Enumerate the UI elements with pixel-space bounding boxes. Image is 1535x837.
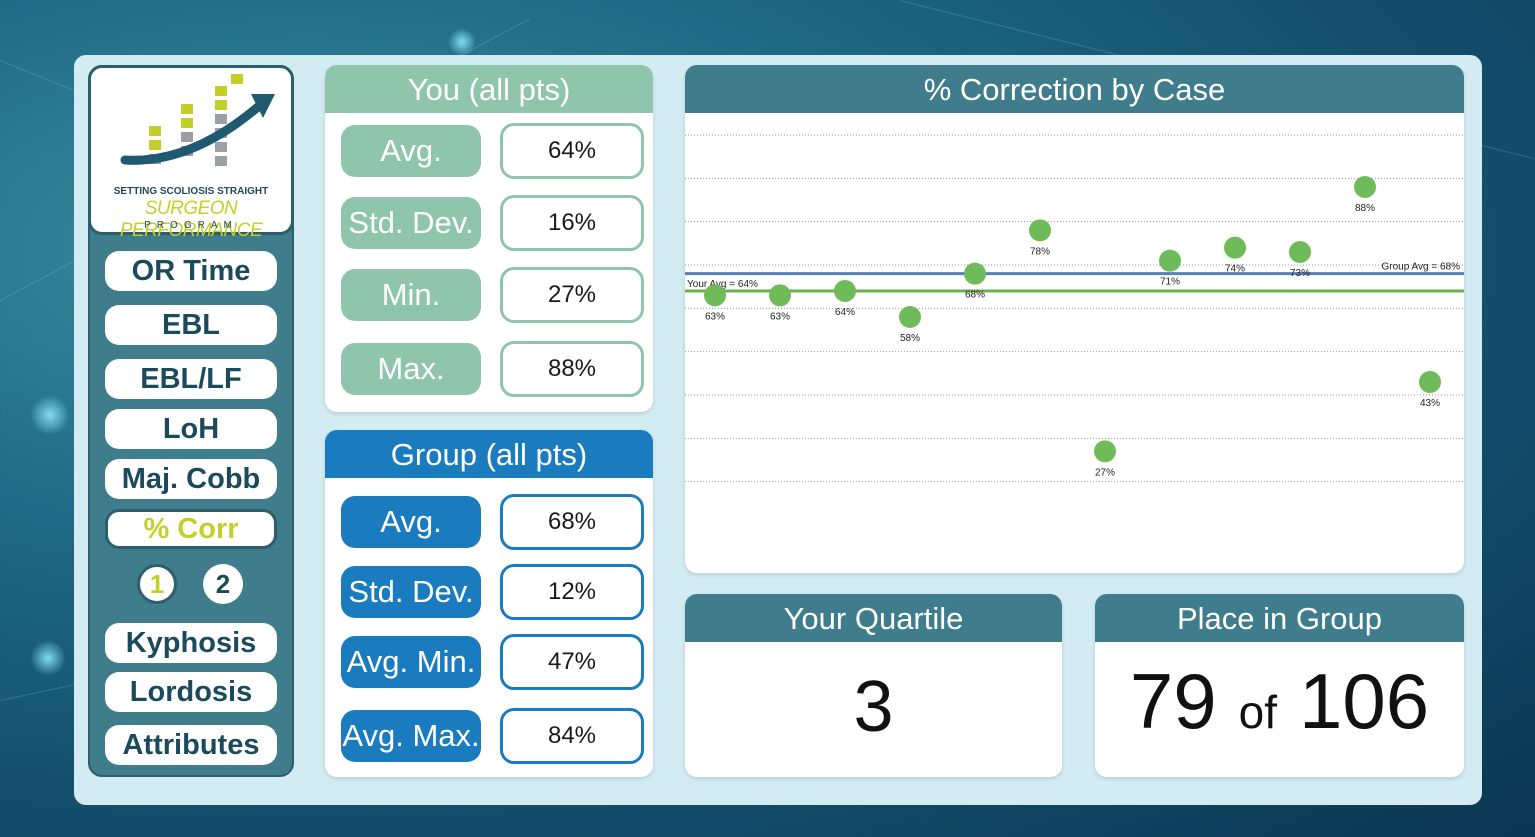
quartile-title: Your Quartile bbox=[685, 594, 1062, 642]
logo-title: SURGEON PERFORMANCE bbox=[119, 198, 263, 241]
chart-data-label: 68% bbox=[965, 290, 985, 301]
group-avg-min-value: 47% bbox=[500, 634, 644, 690]
program-logo: SETTING SCOLIOSIS STRAIGHT SURGEON PERFO… bbox=[88, 65, 294, 241]
quartile-card: Your Quartile 3 bbox=[685, 594, 1062, 777]
nav-loh-button[interactable]: LoH bbox=[105, 409, 277, 449]
chart-data-label: 43% bbox=[1420, 398, 1440, 409]
place-of-label: of bbox=[1238, 686, 1277, 738]
chart-data-point bbox=[704, 284, 726, 307]
chart-data-label: 58% bbox=[900, 333, 920, 344]
chart-data-point bbox=[1224, 236, 1246, 259]
chart-data-point bbox=[899, 306, 921, 328]
chart-data-label: 63% bbox=[770, 311, 790, 322]
chart-data-point bbox=[1159, 249, 1181, 272]
group-avg-min-label: Avg. Min. bbox=[341, 636, 481, 688]
chart-data-label: 71% bbox=[1160, 277, 1180, 288]
place-card: Place in Group 79 of 106 bbox=[1095, 594, 1464, 777]
chart-data-label: 73% bbox=[1290, 268, 1310, 279]
group-avg-label: Avg. bbox=[341, 496, 481, 548]
correction-chart-card: % Correction by Case Your Avg = 64% Group… bbox=[685, 65, 1464, 573]
growth-chart-icon bbox=[120, 74, 275, 166]
chart-data-label: 88% bbox=[1355, 203, 1375, 214]
nav-kyphosis-button[interactable]: Kyphosis bbox=[105, 623, 277, 663]
chart-reference-label: Your Avg = 64% bbox=[687, 279, 758, 290]
chart-data-point bbox=[1419, 371, 1441, 393]
nav-pct-corr-button[interactable]: % Corr bbox=[105, 509, 277, 549]
nav-maj-cobb-button[interactable]: Maj. Cobb bbox=[105, 459, 277, 499]
you-std-dev-label: Std. Dev. bbox=[341, 197, 481, 249]
group-avg-max-label: Avg. Max. bbox=[341, 710, 481, 762]
chart-data-point bbox=[1094, 440, 1116, 463]
you-avg-value: 64% bbox=[500, 123, 644, 179]
you-std-dev-value: 16% bbox=[500, 195, 644, 251]
quartile-value: 3 bbox=[853, 667, 894, 747]
you-stats-title: You (all pts) bbox=[325, 65, 653, 113]
correction-scatter-chart: Your Avg = 64% Group Avg = 68% 63% 63% 64% 58… bbox=[685, 134, 1464, 483]
group-avg-max-value: 84% bbox=[500, 708, 644, 764]
group-stats-card: Group (all pts) Avg. 68% Std. Dev. 12% A… bbox=[325, 430, 653, 777]
chart-data-point bbox=[834, 280, 856, 302]
you-max-value: 88% bbox=[500, 341, 644, 397]
chart-data-label: 78% bbox=[1030, 246, 1050, 257]
nav-or-time-button[interactable]: OR Time bbox=[105, 251, 277, 291]
chart-reference-label: Group Avg = 68% bbox=[1382, 262, 1461, 273]
chart-data-label: 64% bbox=[835, 307, 855, 318]
chart-data-point bbox=[964, 262, 986, 285]
place-total: 106 bbox=[1299, 657, 1430, 745]
you-max-label: Max. bbox=[341, 343, 481, 395]
group-avg-value: 68% bbox=[500, 494, 644, 550]
you-min-label: Min. bbox=[341, 269, 481, 321]
chart-data-label: 74% bbox=[1225, 264, 1245, 275]
chart-data-point bbox=[1289, 241, 1311, 263]
group-std-dev-label: Std. Dev. bbox=[341, 566, 481, 618]
nav-attributes-button[interactable]: Attributes bbox=[105, 725, 277, 765]
nav-lordosis-button[interactable]: Lordosis bbox=[105, 672, 277, 712]
chart-data-point bbox=[1029, 219, 1051, 242]
logo-subtitle: PROGRAM bbox=[144, 220, 238, 231]
place-row: 79 of 106 bbox=[1095, 656, 1464, 747]
nav-ebl-button[interactable]: EBL bbox=[105, 305, 277, 345]
group-stats-title: Group (all pts) bbox=[325, 430, 653, 478]
chart-data-point bbox=[1354, 176, 1376, 198]
page-2-button[interactable]: 2 bbox=[203, 564, 243, 604]
chart-data-label: 27% bbox=[1095, 467, 1115, 478]
page-1-button[interactable]: 1 bbox=[137, 564, 177, 604]
chart-title: % Correction by Case bbox=[685, 65, 1464, 113]
group-std-dev-value: 12% bbox=[500, 564, 644, 620]
you-stats-card: You (all pts) Avg. 64% Std. Dev. 16% Min… bbox=[325, 65, 653, 412]
you-avg-label: Avg. bbox=[341, 125, 481, 177]
chart-data-point bbox=[769, 284, 791, 307]
place-title: Place in Group bbox=[1095, 594, 1464, 642]
nav-ebl-lf-button[interactable]: EBL/LF bbox=[105, 359, 277, 399]
you-min-value: 27% bbox=[500, 267, 644, 323]
chart-data-label: 63% bbox=[705, 311, 725, 322]
place-rank: 79 bbox=[1129, 657, 1217, 745]
logo-tagline: SETTING SCOLIOSIS STRAIGHT bbox=[113, 186, 269, 197]
